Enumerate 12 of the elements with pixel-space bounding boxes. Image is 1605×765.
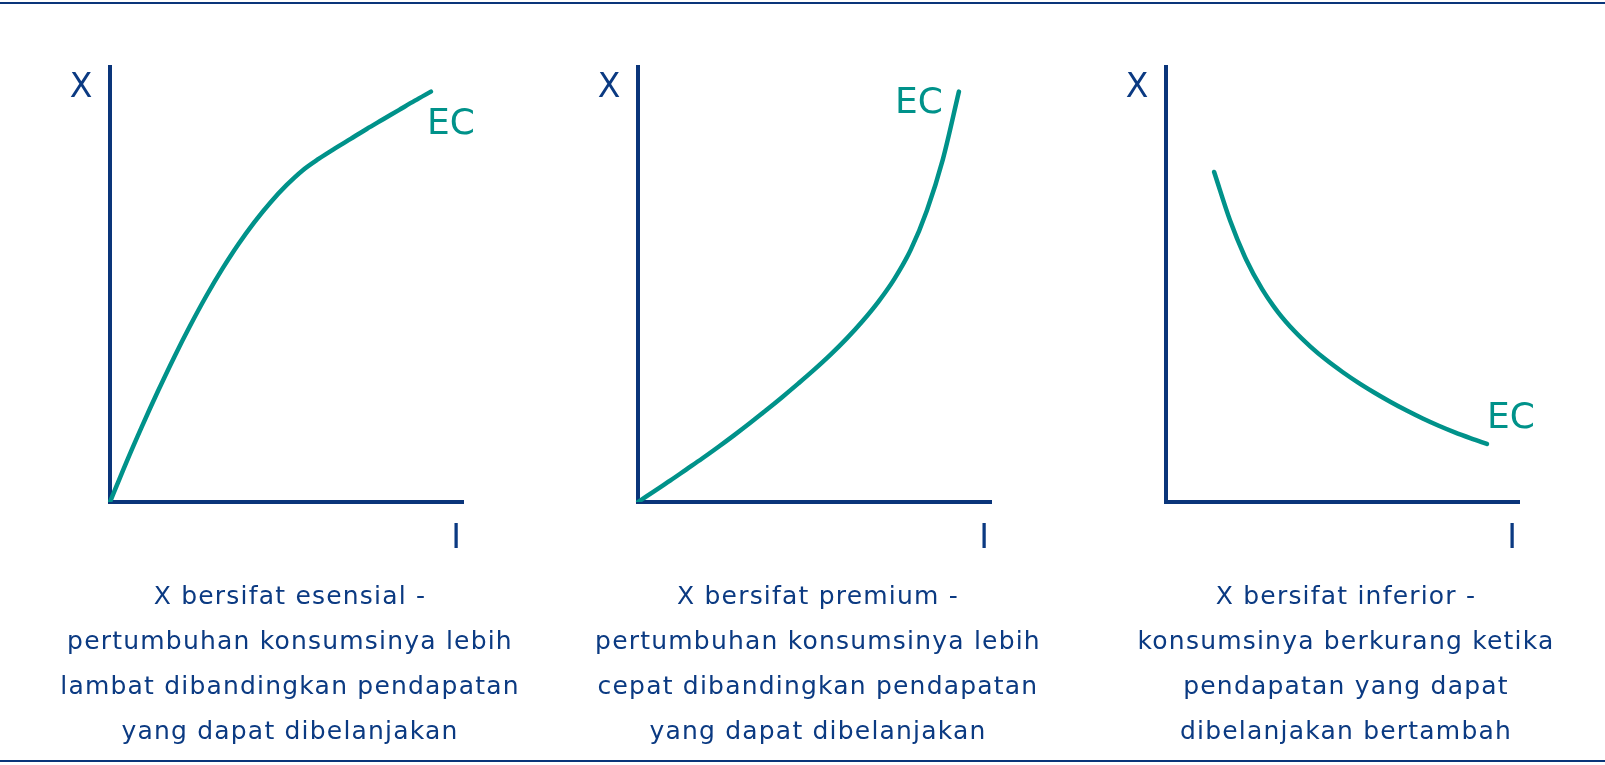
text: X bersifat esensial - pertumbuhan konsumsinya lebih lambat dibandingkan pendapatan yang dapat dibelanjakan — [59, 580, 521, 747]
x-axis-title: I — [1507, 516, 1517, 556]
y-axis-title: X — [1125, 65, 1149, 105]
text: X bersifat inferior - konsumsinya berkurang ketika pendapatan yang dapat dibelanjakan bertambah — [1136, 580, 1556, 747]
x-axis-title: I — [979, 516, 989, 556]
y-axis-title: X — [597, 65, 621, 105]
series-label: EC — [894, 79, 943, 121]
y-axis-title: X — [69, 65, 93, 105]
series-label: EC — [1486, 395, 1535, 437]
text: X bersifat premium - pertumbuhan konsumsinya lebih cepat dibandingkan pendapatan yang dapat dibelanjakan — [594, 580, 1042, 747]
series-label: EC — [426, 100, 475, 142]
x-axis-title: I — [451, 516, 461, 556]
